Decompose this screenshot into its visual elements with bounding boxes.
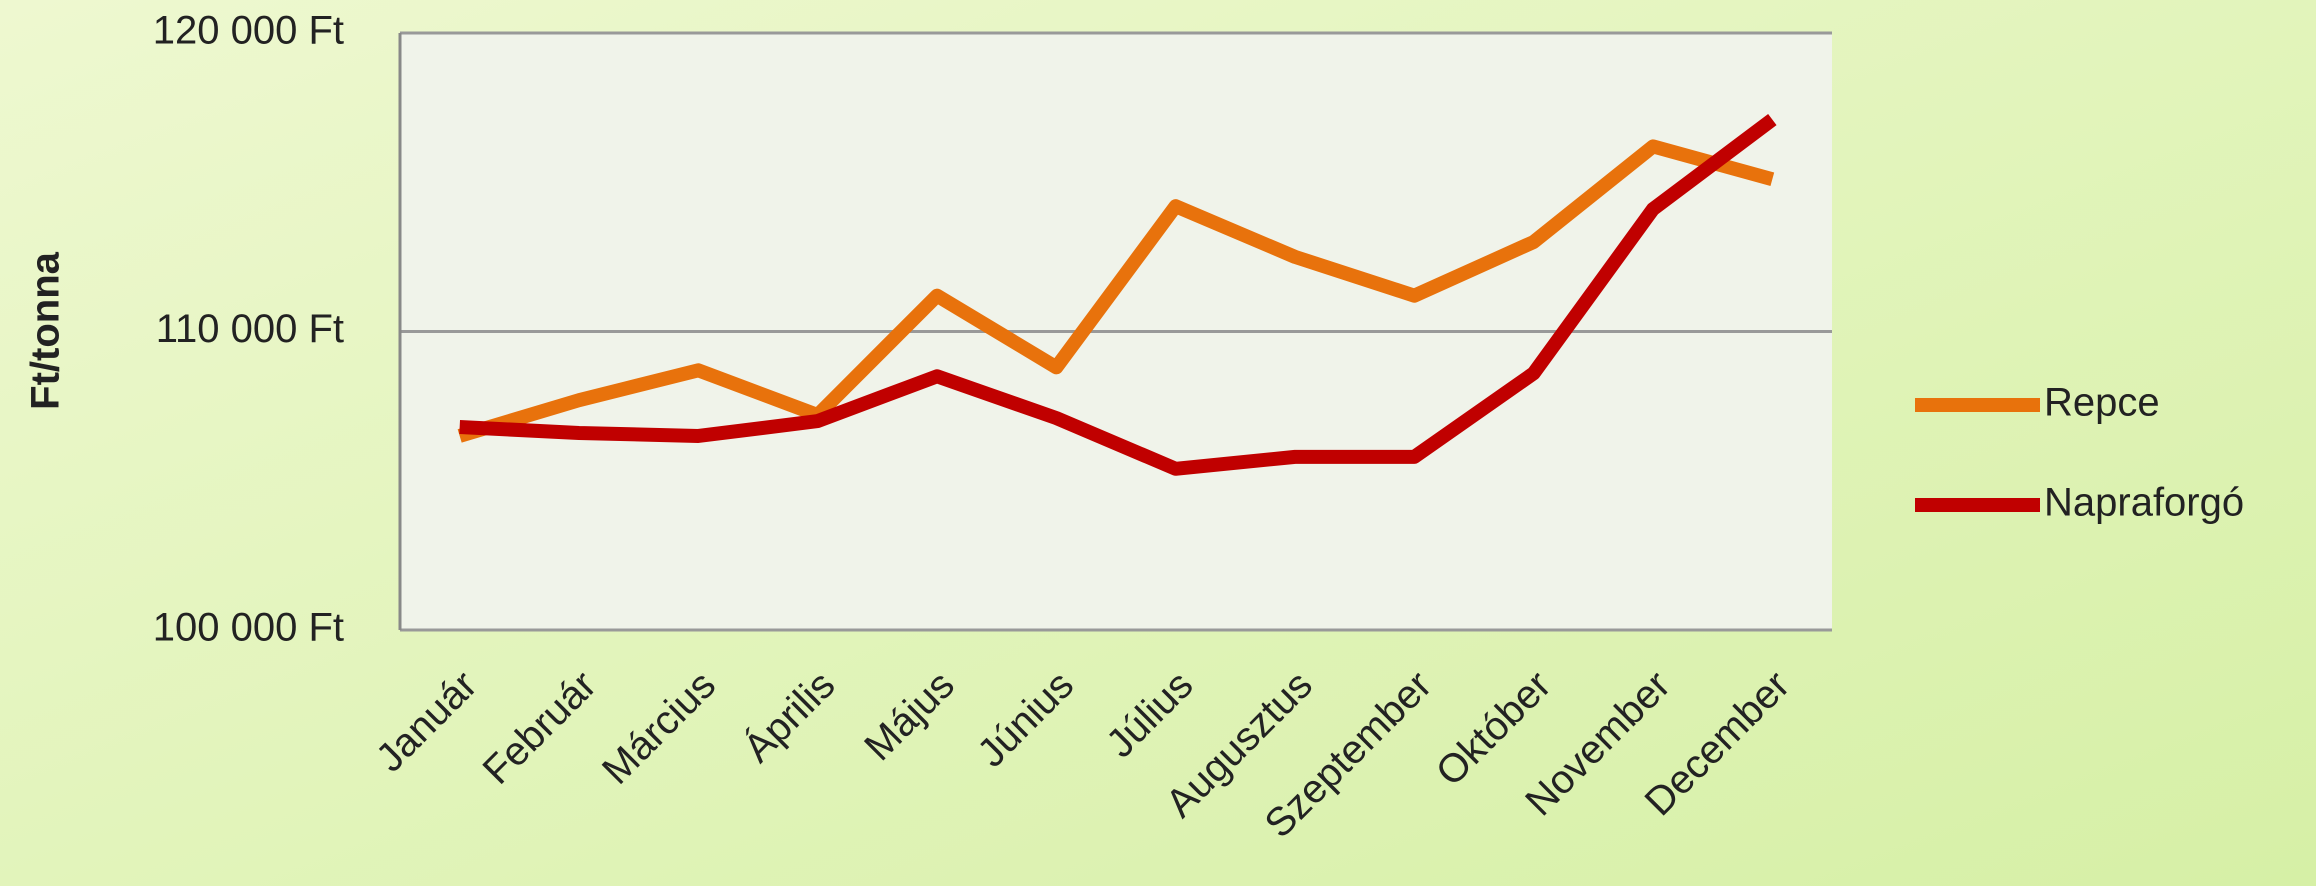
line-series <box>457 139 1775 443</box>
y-axis-label: Ft/tonna <box>24 251 68 409</box>
legend-label: Repce <box>2044 381 2160 425</box>
legend-label: Napraforgó <box>2044 481 2244 525</box>
y-tick-label: 120 000 Ft <box>153 9 344 53</box>
y-tick-label: 100 000 Ft <box>153 606 344 650</box>
line-series <box>459 113 1777 476</box>
y-tick-label: 110 000 Ft <box>156 307 344 351</box>
